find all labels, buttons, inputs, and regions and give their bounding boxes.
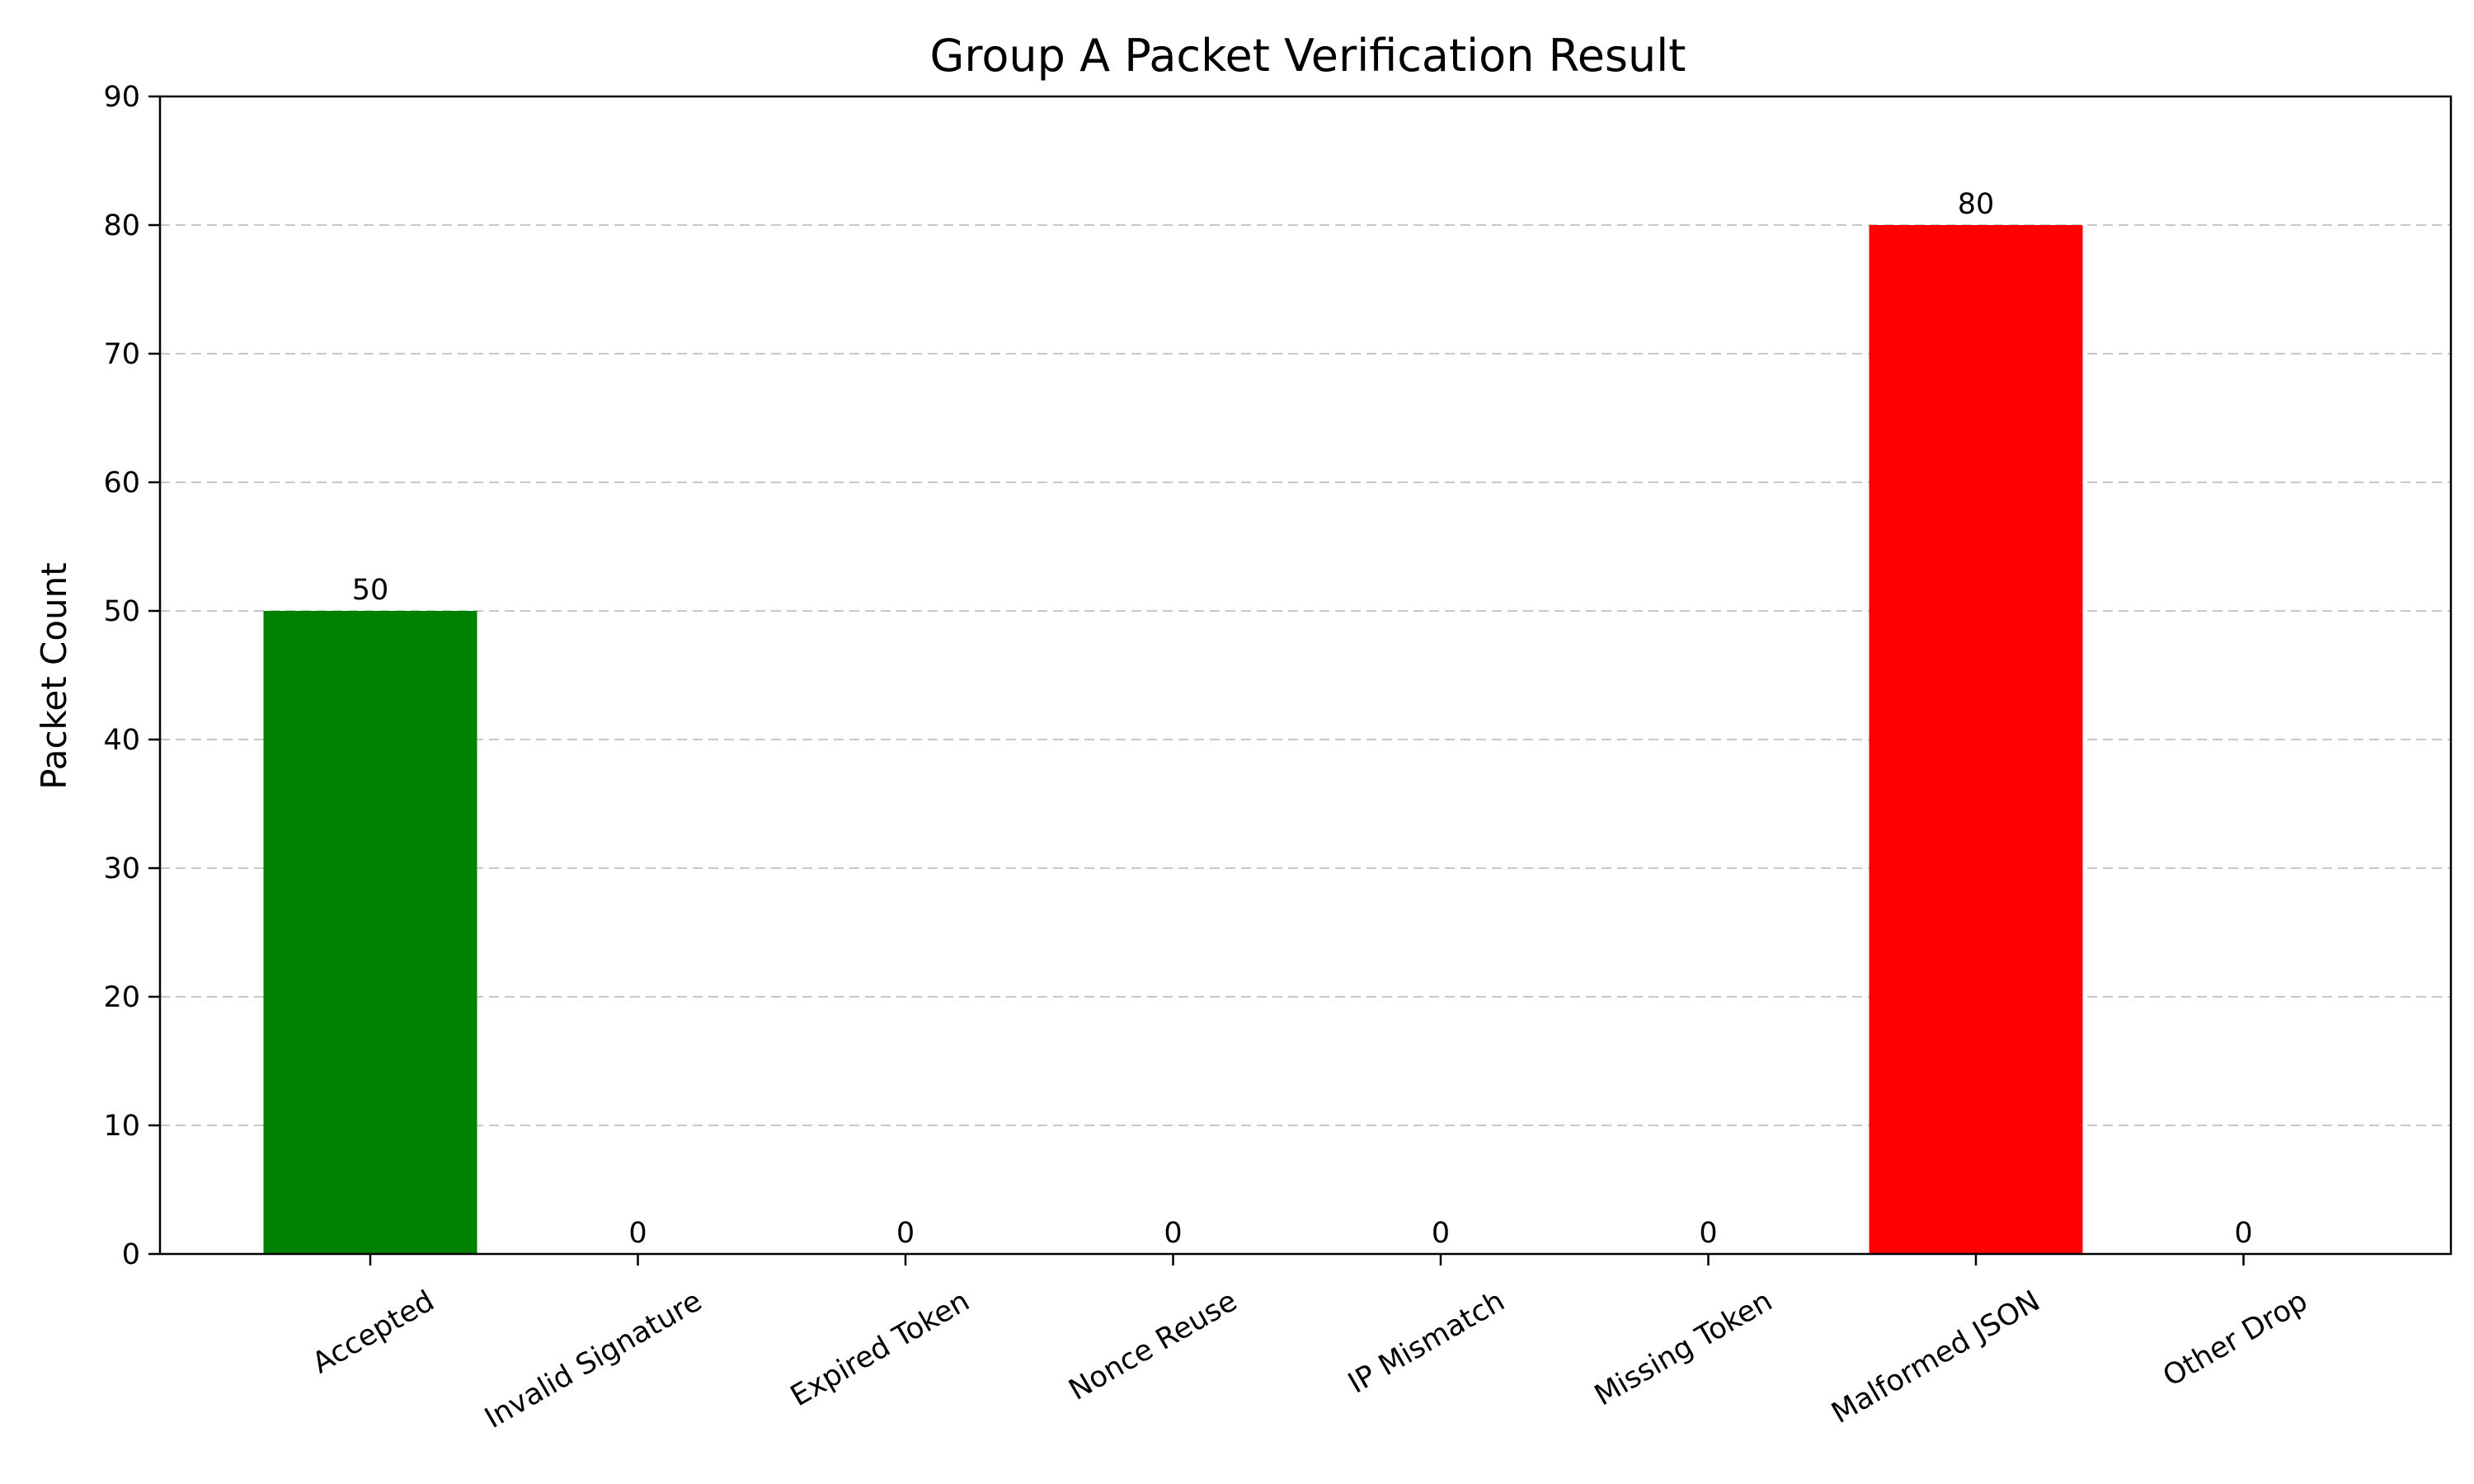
bar-value-labels: 50 0 0 0 0 0 80 0: [352, 188, 2253, 1250]
x-tick-label: IP Mismatch: [1343, 1284, 1510, 1400]
bar: [263, 611, 477, 1254]
bar: [1869, 225, 2083, 1254]
y-tick-label: 10: [103, 1110, 140, 1143]
y-tick-label: 90: [103, 81, 140, 114]
bar-value-label: 50: [352, 574, 389, 607]
chart-title: Group A Packet Verification Result: [930, 30, 1686, 82]
bar-value-label: 0: [1432, 1217, 1450, 1250]
y-axis-label: Packet Count: [34, 562, 74, 789]
y-tick-label: 70: [103, 338, 140, 371]
x-axis-ticks: Accepted Invalid Signature Expired Token No…: [307, 1254, 2313, 1435]
x-tick-label: Missing Token: [1589, 1284, 1778, 1412]
y-axis-ticks: 0 10 20 30 40 50 60 70 80 90: [103, 81, 160, 1271]
y-tick-label: 0: [122, 1238, 140, 1271]
y-tick-label: 40: [103, 724, 140, 757]
bar-value-label: 80: [1958, 188, 1995, 221]
bar-value-label: 0: [628, 1217, 647, 1250]
x-tick-label: Nonce Reuse: [1064, 1284, 1243, 1407]
y-tick-label: 20: [103, 981, 140, 1014]
x-tick-label: Expired Token: [785, 1284, 975, 1413]
y-tick-label: 30: [103, 852, 140, 885]
bars: [263, 225, 2083, 1254]
bar-value-label: 0: [2234, 1217, 2252, 1250]
grid-lines: [160, 224, 2451, 1126]
bar-value-label: 0: [1699, 1217, 1717, 1250]
x-tick-label: Invalid Signature: [479, 1284, 708, 1435]
plot-frame: [158, 95, 2453, 1256]
x-tick-label: Other Drop: [2157, 1284, 2313, 1393]
y-tick-label: 50: [103, 595, 140, 628]
bar-value-label: 0: [1164, 1217, 1182, 1250]
x-tick-label: Accepted: [307, 1284, 440, 1380]
y-tick-label: 80: [103, 209, 140, 242]
bar-value-label: 0: [896, 1217, 915, 1250]
x-tick-label: Malformed JSON: [1826, 1284, 2045, 1430]
y-tick-label: 60: [103, 467, 140, 500]
